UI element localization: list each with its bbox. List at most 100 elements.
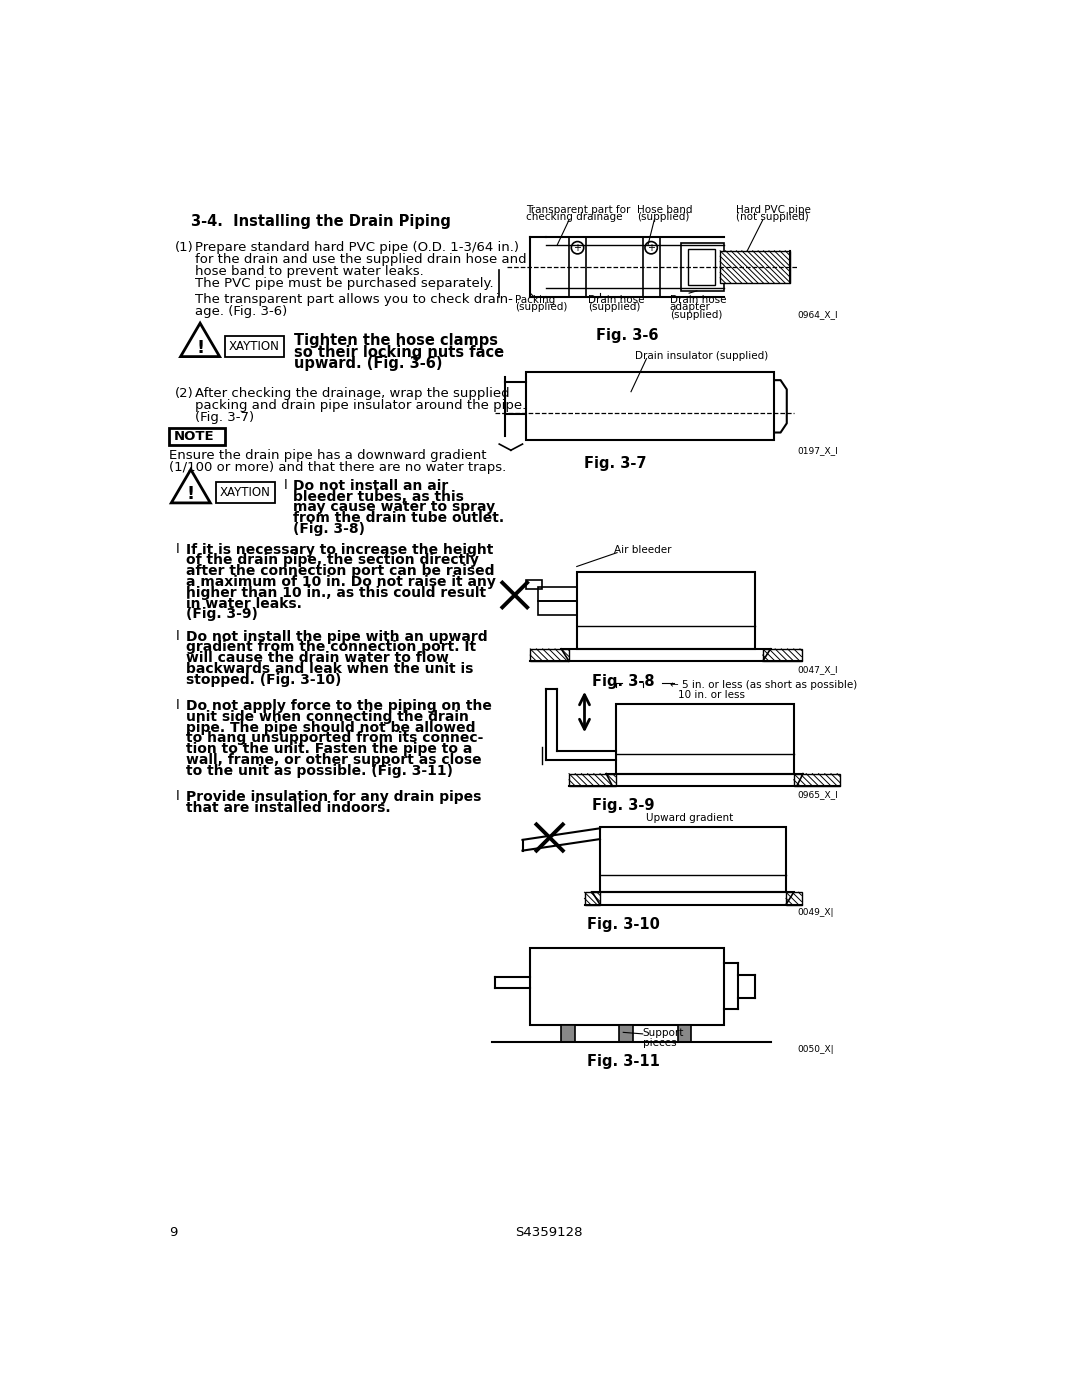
Text: (Fig. 3-7): (Fig. 3-7) (195, 411, 255, 423)
Text: higher than 10 in., as this could result: higher than 10 in., as this could result (186, 585, 486, 599)
Text: Fig. 3-7: Fig. 3-7 (584, 455, 647, 471)
Text: backwards and leak when the unit is: backwards and leak when the unit is (186, 662, 473, 676)
Bar (569, 774, 616, 787)
Text: Air bleeder: Air bleeder (613, 545, 672, 555)
Text: NOTE: NOTE (174, 430, 214, 443)
Bar (688, 249, 715, 285)
Text: pieces: pieces (643, 1038, 676, 1048)
Text: 0197_X_I: 0197_X_I (798, 447, 838, 455)
Text: Drain hose: Drain hose (589, 295, 645, 305)
Text: a maximum of 10 in. Do not raise it any: a maximum of 10 in. Do not raise it any (186, 576, 496, 590)
Text: pipe. The pipe should not be allowed: pipe. The pipe should not be allowed (186, 721, 475, 735)
Bar (526, 580, 542, 588)
Text: 10 in. or less: 10 in. or less (677, 690, 744, 700)
Text: +: + (573, 243, 581, 253)
Text: (not supplied): (not supplied) (735, 212, 808, 222)
Text: (supplied): (supplied) (637, 212, 689, 222)
Bar (538, 601, 577, 615)
Text: bleeder tubes, as this: bleeder tubes, as this (293, 489, 464, 503)
Text: 0965_X_I: 0965_X_I (798, 789, 838, 799)
Polygon shape (172, 469, 211, 503)
Bar (216, 482, 274, 503)
Text: (supplied): (supplied) (515, 302, 567, 313)
Bar (170, 427, 225, 444)
Text: will cause the drain water to flow: will cause the drain water to flow (186, 651, 449, 665)
Text: Hose band: Hose band (637, 204, 692, 215)
Text: !: ! (197, 339, 204, 358)
Text: Provide insulation for any drain pipes: Provide insulation for any drain pipes (186, 789, 482, 803)
Text: tion to the unit. Fasten the pipe to a: tion to the unit. Fasten the pipe to a (186, 742, 473, 756)
Bar (794, 774, 840, 787)
Bar (720, 251, 789, 284)
Text: 0049_X|: 0049_X| (798, 908, 834, 918)
Bar (681, 243, 724, 291)
Text: Transparent part for: Transparent part for (526, 204, 630, 215)
Text: Prepare standard hard PVC pipe (O.D. 1-3/64 in.): Prepare standard hard PVC pipe (O.D. 1-3… (195, 240, 519, 254)
Text: Tighten the hose clamps: Tighten the hose clamps (294, 334, 498, 348)
Text: Packing: Packing (515, 295, 555, 305)
Text: from the drain tube outlet.: from the drain tube outlet. (293, 511, 504, 525)
Text: (supplied): (supplied) (589, 302, 640, 313)
Polygon shape (180, 323, 219, 356)
Bar (616, 704, 794, 774)
Text: Do not install the pipe with an upward: Do not install the pipe with an upward (186, 630, 488, 644)
Text: The transparent part allows you to check drain-: The transparent part allows you to check… (195, 293, 513, 306)
Text: to the unit as possible. (Fig. 3-11): to the unit as possible. (Fig. 3-11) (186, 764, 454, 778)
Text: !: ! (187, 485, 194, 503)
Text: (Fig. 3-8): (Fig. 3-8) (293, 522, 365, 536)
Text: l: l (284, 479, 287, 492)
Bar (569, 237, 586, 298)
Bar (562, 1024, 576, 1042)
Text: that are installed indoors.: that are installed indoors. (186, 800, 391, 814)
Text: Upward gradient: Upward gradient (647, 813, 733, 823)
Text: may cause water to spray: may cause water to spray (293, 500, 496, 514)
Text: (1): (1) (175, 240, 194, 254)
Bar (577, 571, 755, 648)
Bar (762, 648, 801, 661)
Text: of the drain pipe, the section directly: of the drain pipe, the section directly (186, 553, 480, 567)
Text: Drain insulator (supplied): Drain insulator (supplied) (635, 351, 768, 360)
Bar (786, 893, 801, 904)
Text: wall, frame, or other support as close: wall, frame, or other support as close (186, 753, 482, 767)
Text: unit side when connecting the drain: unit side when connecting the drain (186, 710, 469, 724)
Text: (1/100 or more) and that there are no water traps.: (1/100 or more) and that there are no wa… (170, 461, 507, 475)
Bar (584, 893, 600, 904)
Text: age. (Fig. 3-6): age. (Fig. 3-6) (195, 305, 287, 319)
Text: upward. (Fig. 3-6): upward. (Fig. 3-6) (294, 356, 443, 372)
Text: 0050_X|: 0050_X| (798, 1045, 834, 1055)
Text: The PVC pipe must be purchased separately.: The PVC pipe must be purchased separatel… (195, 277, 494, 289)
Text: Do not apply force to the piping on the: Do not apply force to the piping on the (186, 698, 492, 712)
Circle shape (645, 242, 658, 254)
Text: Fig. 3-10: Fig. 3-10 (586, 916, 660, 932)
Text: +: + (647, 243, 656, 253)
Text: l: l (175, 789, 179, 803)
Text: Fig. 3-6: Fig. 3-6 (596, 328, 659, 342)
Circle shape (571, 242, 583, 254)
Text: Ensure the drain pipe has a downward gradient: Ensure the drain pipe has a downward gra… (170, 450, 487, 462)
Bar (677, 1024, 691, 1042)
Text: (supplied): (supplied) (670, 310, 723, 320)
Text: 9: 9 (170, 1227, 177, 1239)
Text: in water leaks.: in water leaks. (186, 597, 302, 610)
Text: (Fig. 3-9): (Fig. 3-9) (186, 608, 258, 622)
Text: 0964_X_I: 0964_X_I (798, 310, 838, 319)
Text: (2): (2) (175, 387, 194, 400)
Text: l: l (175, 630, 179, 643)
Text: XAYTION: XAYTION (229, 339, 280, 353)
Text: If it is necessary to increase the height: If it is necessary to increase the heigh… (186, 542, 494, 556)
Text: gradient from the connection port. It: gradient from the connection port. It (186, 640, 476, 654)
Bar (643, 237, 660, 298)
Text: Drain hose: Drain hose (670, 295, 726, 305)
Text: 3-4.  Installing the Drain Piping: 3-4. Installing the Drain Piping (191, 214, 450, 229)
Text: Fig. 3-8: Fig. 3-8 (592, 673, 654, 689)
Text: l: l (175, 698, 179, 712)
Text: checking drainage: checking drainage (526, 212, 622, 222)
Text: S4359128: S4359128 (515, 1227, 582, 1239)
Text: Do not install an air: Do not install an air (293, 479, 448, 493)
Text: After checking the drainage, wrap the supplied: After checking the drainage, wrap the su… (195, 387, 510, 400)
Text: Hard PVC pipe: Hard PVC pipe (735, 204, 810, 215)
Text: Fig. 3-11: Fig. 3-11 (586, 1053, 660, 1069)
Bar (600, 827, 786, 893)
Bar (530, 648, 569, 661)
Text: ← 5 in. or less (as short as possible): ← 5 in. or less (as short as possible) (670, 680, 858, 690)
